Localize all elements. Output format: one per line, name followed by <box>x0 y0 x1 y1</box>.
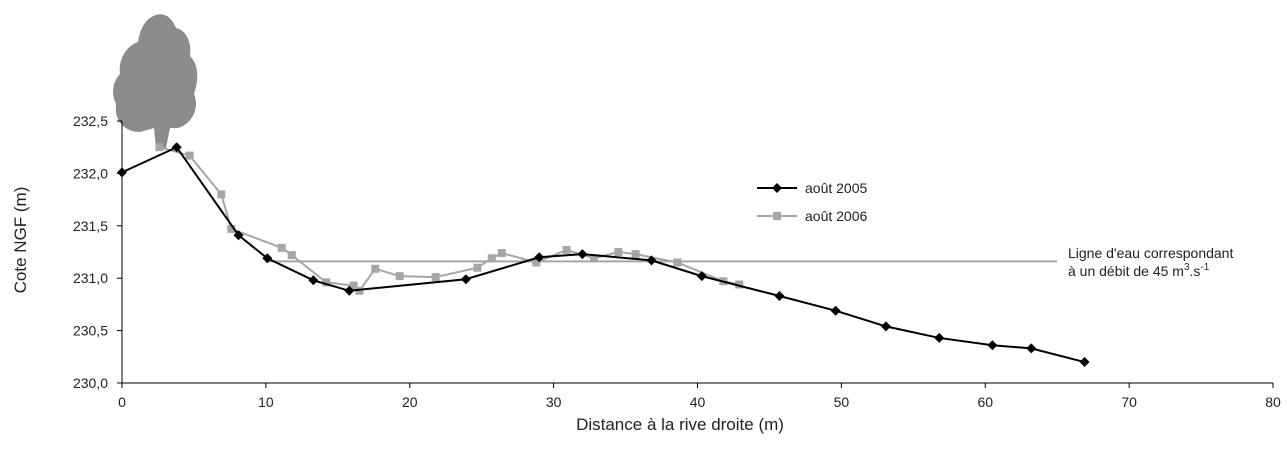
x-axis-title: Distance à la rive droite (m) <box>576 415 784 434</box>
annotation-sup: -1 <box>1200 262 1209 273</box>
y-tick-label: 231,0 <box>73 270 108 286</box>
marker <box>322 278 331 287</box>
marker <box>344 285 355 296</box>
marker <box>155 143 164 152</box>
marker <box>934 332 945 343</box>
marker <box>431 273 440 282</box>
marker <box>277 243 286 252</box>
x-tick-label: 30 <box>546 394 562 410</box>
marker <box>534 252 545 263</box>
marker <box>117 167 127 178</box>
marker <box>473 263 482 272</box>
marker <box>233 230 244 241</box>
x-tick-label: 0 <box>118 394 126 410</box>
x-tick-label: 50 <box>834 394 850 410</box>
marker <box>830 305 841 316</box>
x-tick-label: 20 <box>402 394 418 410</box>
marker <box>614 248 623 256</box>
y-tick-label: 232,5 <box>73 113 108 129</box>
marker <box>460 274 471 285</box>
marker <box>577 249 588 260</box>
marker <box>987 340 998 351</box>
marker <box>217 190 226 199</box>
marker <box>631 250 640 259</box>
marker <box>308 275 319 286</box>
marker <box>262 253 273 264</box>
series-line <box>121 145 1085 364</box>
series-line <box>159 146 740 293</box>
legend-label: août 2006 <box>805 208 867 224</box>
marker <box>646 255 657 266</box>
marker <box>532 258 541 267</box>
marker <box>1079 357 1090 368</box>
marker <box>696 271 707 282</box>
x-tick-label: 70 <box>1121 394 1137 410</box>
annotation-sup: 3 <box>1184 262 1190 273</box>
x-tick-label: 80 <box>1265 394 1281 410</box>
marker <box>227 224 236 233</box>
x-tick-label: 60 <box>977 394 993 410</box>
y-tick-label: 230,5 <box>73 323 108 339</box>
y-tick-label: 232,0 <box>73 165 108 181</box>
marker <box>497 249 506 258</box>
annotation: Ligne d'eau correspondant <box>1068 245 1233 261</box>
marker <box>287 251 296 260</box>
annotation-text: .s <box>1190 263 1201 279</box>
annotation-text: à un débit de 45 m <box>1068 263 1184 279</box>
marker <box>1026 343 1037 354</box>
marker <box>487 254 496 263</box>
marker <box>171 142 182 153</box>
marker <box>349 281 358 290</box>
marker <box>395 272 404 281</box>
marker <box>562 245 571 254</box>
marker <box>589 254 598 263</box>
legend-label: août 2005 <box>805 180 867 196</box>
y-axis-title: Cote NGF (m) <box>11 187 30 294</box>
marker <box>673 258 682 267</box>
marker <box>185 151 194 160</box>
legend-marker <box>772 183 782 193</box>
x-tick-label: 10 <box>258 394 274 410</box>
legend-marker <box>773 212 781 220</box>
marker <box>880 321 891 332</box>
y-tick-label: 231,5 <box>73 218 108 234</box>
marker <box>774 291 785 302</box>
annotation: à un débit de 45 m3.s-1 <box>1068 262 1210 279</box>
tree <box>113 14 198 148</box>
x-tick-label: 40 <box>690 394 706 410</box>
marker <box>371 264 380 273</box>
marker <box>735 280 744 289</box>
y-tick-label: 230,0 <box>73 375 108 391</box>
